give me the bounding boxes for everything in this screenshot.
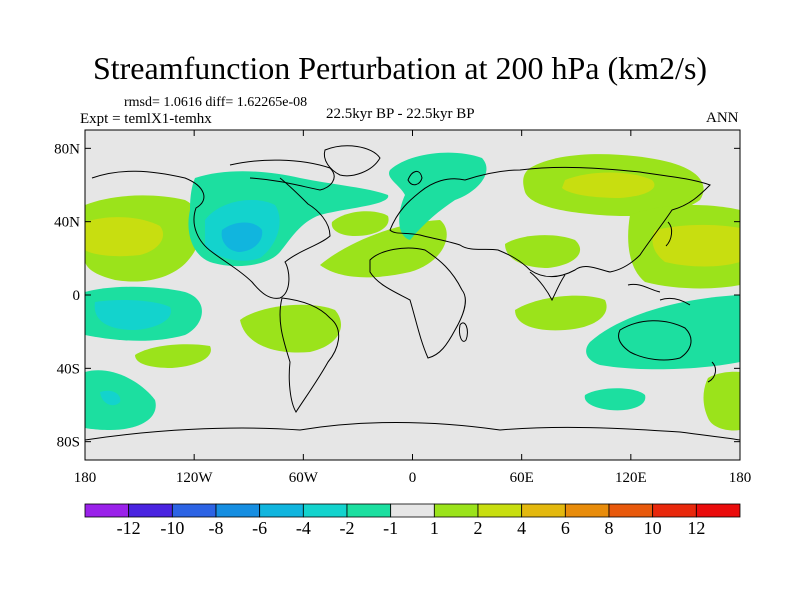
lon-tick-label: 180 (729, 470, 752, 486)
anomaly-fill-southern-ind (584, 388, 646, 411)
coastlines (85, 145, 740, 441)
anomaly-fill-swasia (505, 235, 581, 268)
anomaly-core-nasia (562, 172, 655, 198)
anomaly-core-southern-west (100, 390, 121, 406)
colorbar-label: 10 (644, 518, 662, 538)
colorbar-label: -4 (296, 518, 311, 538)
lon-tick-label: 120W (176, 470, 214, 486)
lat-tick-label: 40N (54, 215, 80, 231)
colorbar-label: -12 (117, 518, 141, 538)
coast-north-america (91, 170, 331, 299)
anomaly-fill-atl-small (331, 211, 389, 236)
anomaly-fill-indian (515, 295, 607, 331)
colorbar-swatch (390, 503, 435, 518)
lon-tick-label: 60E (510, 470, 534, 486)
coast-antarctica (85, 422, 740, 441)
plot-title: Streamfunction Perturbation at 200 hPa (… (92, 50, 708, 86)
map-panel: 80N 40N 0 40S 80S 180 120W 60W 0 60E 120E 180 (54, 129, 752, 486)
coast-australia (617, 320, 692, 361)
colorbar-label: 12 (687, 518, 705, 538)
latitude-axis: 80N 40N 0 40S 80S (54, 141, 740, 451)
colorbar-swatch (259, 503, 304, 518)
anomaly-fill-europe (388, 152, 487, 240)
colorbar-swatch (521, 503, 566, 518)
lat-tick-label: 0 (73, 288, 81, 304)
anomaly-max-namerica (221, 222, 263, 252)
colorbar-label: -6 (252, 518, 267, 538)
colorbar-label: -8 (209, 518, 224, 538)
coast-eurasia (389, 166, 711, 278)
anomaly-core-npac-west (85, 217, 164, 257)
colorbar-swatch (84, 503, 130, 518)
lon-tick-label: 180 (74, 470, 97, 486)
colorbar-label: 1 (430, 518, 439, 538)
colorbar-swatch (128, 503, 173, 518)
colorbar-swatch (215, 503, 261, 518)
colorbar-swatch (346, 503, 392, 518)
coast-japan (665, 221, 673, 247)
colorbar-swatch (171, 503, 217, 518)
lat-tick-label: 80S (57, 435, 80, 451)
lat-tick-label: 80N (54, 141, 80, 157)
season-label: ANN (706, 110, 739, 126)
period-label: 22.5kyr BP - 22.5kyr BP (326, 106, 475, 122)
colorbar-swatch (433, 503, 479, 518)
anomaly-fill-australia (586, 295, 740, 370)
anomaly-fill-southern-west (85, 370, 156, 430)
longitude-axis: 180 120W 60W 0 60E 120E 180 (74, 130, 752, 486)
colorbar-label: -10 (160, 518, 184, 538)
lat-tick-label: 40S (57, 361, 80, 377)
lon-tick-label: 0 (409, 470, 417, 486)
colorbar-swatch (695, 503, 741, 518)
colorbar-label: 2 (474, 518, 483, 538)
coast-africa (369, 247, 466, 359)
anomaly-fill-spac-small (135, 344, 211, 368)
lon-tick-label: 60W (289, 470, 319, 486)
coast-new-zealand (707, 361, 716, 383)
colorbar-label: 4 (517, 518, 526, 538)
coast-south-america (279, 297, 340, 413)
coast-greenland (323, 145, 381, 177)
anomaly-core-wpac (652, 224, 740, 267)
experiment-label: Expt = temlX1-temhx (80, 111, 212, 127)
anomaly-core-tpac (94, 299, 171, 330)
colorbar-swatch (608, 503, 654, 518)
coast-india (529, 271, 566, 302)
colorbar-swatch (477, 503, 523, 518)
coast-indonesia (627, 283, 691, 306)
colorbar-swatch (302, 503, 348, 518)
coast-arctic-canada (229, 159, 335, 191)
coast-madagascar (459, 322, 468, 342)
colorbar-swatch (652, 503, 697, 518)
anomaly-fill-southern-east (703, 371, 740, 431)
colorbar-label: 8 (605, 518, 614, 538)
colorbar-label: -1 (383, 518, 398, 538)
stats-label: rmsd= 1.0616 diff= 1.62265e-08 (124, 95, 308, 110)
colorbar-label: 6 (561, 518, 570, 538)
colorbar: -12 -10 -8 -6 -4 -2 -1 1 2 4 6 8 10 12 (84, 503, 741, 538)
anomaly-fill-sepac (240, 304, 342, 353)
lon-tick-label: 120E (615, 470, 647, 486)
colorbar-label: -2 (340, 518, 355, 538)
contour-fills (85, 152, 740, 431)
coast-britain (407, 171, 423, 186)
colorbar-swatch (564, 503, 610, 518)
